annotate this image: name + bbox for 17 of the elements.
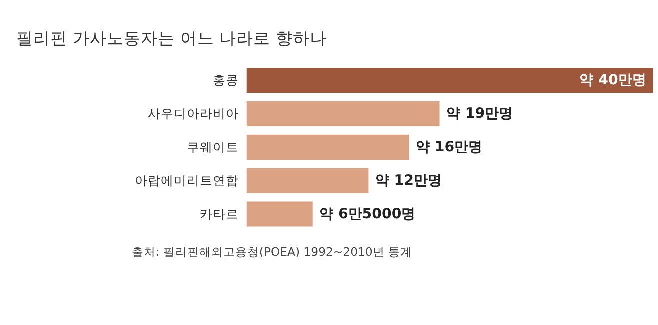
data-label: 약 6만5000명 xyxy=(320,206,416,222)
data-label: 약 40만명 xyxy=(580,72,646,89)
data-label: 약 12만명 xyxy=(375,173,442,190)
bar xyxy=(246,101,440,127)
y-tick-label: 사우디아라비아 xyxy=(148,106,239,122)
bar xyxy=(246,134,410,160)
bar xyxy=(246,168,369,194)
data-label: 약 19만명 xyxy=(446,106,514,122)
y-tick-label: 홍콩 xyxy=(212,72,239,88)
bar xyxy=(246,68,653,94)
y-tick-label: 카타르 xyxy=(200,206,239,222)
y-tick-label: 아랍에미리트연합 xyxy=(134,173,239,188)
bar xyxy=(246,202,313,227)
y-tick-label: 쿠웨이트 xyxy=(186,140,239,155)
chart-title: 필리핀 가사노동자는 어느 나라로 향하나 xyxy=(16,29,327,48)
source-note: 출처: 필리핀해외고용청(POEA) 1992~2010년 통계 xyxy=(132,244,413,259)
data-label: 약 16만명 xyxy=(416,140,483,156)
